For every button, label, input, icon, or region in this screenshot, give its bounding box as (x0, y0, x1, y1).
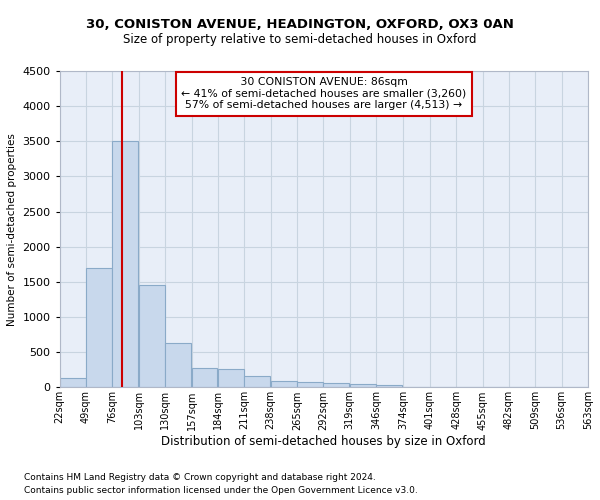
Y-axis label: Number of semi-detached properties: Number of semi-detached properties (7, 132, 17, 326)
Bar (244, 376, 270, 388)
Text: Contains HM Land Registry data © Crown copyright and database right 2024.: Contains HM Land Registry data © Crown c… (24, 472, 376, 482)
Bar (191, 368, 217, 388)
Bar (86, 268, 112, 388)
Bar (271, 380, 296, 388)
Bar (218, 368, 244, 388)
Text: Contains public sector information licensed under the Open Government Licence v3: Contains public sector information licen… (24, 486, 418, 495)
Text: 30 CONISTON AVENUE: 86sqm   
← 41% of semi-detached houses are smaller (3,260)
5: 30 CONISTON AVENUE: 86sqm ← 41% of semi-… (181, 78, 466, 110)
Bar (323, 384, 349, 388)
Bar (376, 384, 402, 388)
Text: 30, CONISTON AVENUE, HEADINGTON, OXFORD, OX3 0AN: 30, CONISTON AVENUE, HEADINGTON, OXFORD,… (86, 18, 514, 30)
Bar (297, 382, 323, 388)
X-axis label: Distribution of semi-detached houses by size in Oxford: Distribution of semi-detached houses by … (161, 435, 486, 448)
Text: Size of property relative to semi-detached houses in Oxford: Size of property relative to semi-detach… (123, 32, 477, 46)
Bar (350, 384, 376, 388)
Bar (59, 378, 86, 388)
Bar (112, 142, 138, 388)
Bar (139, 286, 164, 388)
Bar (165, 344, 191, 388)
